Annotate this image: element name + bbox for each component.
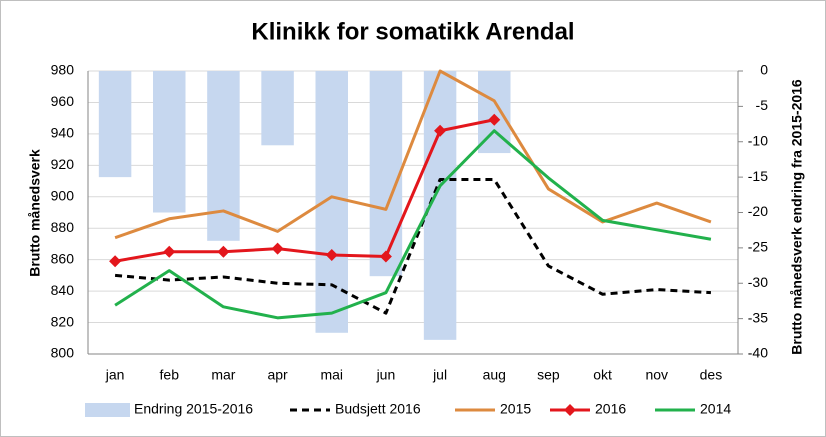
legend-marker bbox=[564, 404, 576, 416]
marker bbox=[163, 245, 176, 258]
marker bbox=[109, 255, 122, 268]
x-tick-label: nov bbox=[645, 367, 668, 383]
x-tick-label: des bbox=[700, 367, 723, 383]
marker bbox=[325, 248, 338, 261]
line bbox=[114, 129, 712, 320]
y2-tick-label: -40 bbox=[748, 345, 768, 361]
legend-label: 2016 bbox=[595, 401, 626, 417]
legend-label: Endring 2015-2016 bbox=[134, 401, 253, 417]
x-tick-label: jun bbox=[376, 367, 396, 383]
x-tick-label: okt bbox=[593, 367, 612, 383]
bar bbox=[315, 71, 348, 333]
x-tick-label: jan bbox=[105, 367, 125, 383]
x-tick-label: aug bbox=[483, 367, 506, 383]
y2-tick-label: -25 bbox=[748, 239, 768, 255]
bar bbox=[261, 71, 294, 146]
legend-label: 2014 bbox=[700, 401, 731, 417]
y2-tick-label: -15 bbox=[748, 168, 768, 184]
y2-tick-label: -20 bbox=[748, 203, 768, 219]
x-tick-label: apr bbox=[267, 367, 288, 383]
y-tick-label: 920 bbox=[51, 156, 75, 172]
y2-tick-label: -30 bbox=[748, 274, 768, 290]
y-tick-label: 980 bbox=[51, 62, 75, 78]
marker bbox=[271, 242, 284, 255]
marker bbox=[379, 250, 392, 263]
bar bbox=[98, 71, 132, 178]
legend-swatch bbox=[85, 403, 130, 417]
legend-label: 2015 bbox=[500, 401, 531, 417]
y2-tick-label: -10 bbox=[748, 132, 768, 148]
x-tick-label: jul bbox=[432, 367, 447, 383]
y-tick-label: 880 bbox=[51, 219, 75, 235]
x-tick-label: mai bbox=[320, 367, 343, 383]
y2-tick-label: -5 bbox=[756, 97, 769, 113]
y-tick-label: 960 bbox=[51, 93, 75, 109]
y-tick-label: 820 bbox=[51, 313, 75, 329]
legend-label: Budsjett 2016 bbox=[335, 401, 421, 417]
x-tick-label: mar bbox=[211, 367, 235, 383]
marker bbox=[488, 113, 501, 126]
marker bbox=[434, 124, 447, 137]
y-axis-label: Brutto månedsverk bbox=[27, 149, 43, 277]
y2-axis-label: Brutto månedsverk endring fra 2015-2016 bbox=[789, 79, 805, 355]
bar bbox=[369, 71, 403, 277]
marker bbox=[217, 245, 230, 258]
y2-tick-label: -35 bbox=[748, 309, 768, 325]
y2-tick-label: 0 bbox=[760, 62, 768, 78]
y-tick-label: 940 bbox=[51, 125, 75, 141]
line bbox=[114, 177, 712, 315]
line bbox=[114, 118, 495, 263]
x-tick-label: feb bbox=[160, 367, 180, 383]
y-tick-label: 840 bbox=[51, 282, 75, 298]
line bbox=[114, 69, 712, 240]
bar bbox=[153, 71, 186, 213]
chart-title: Klinikk for somatikk Arendal bbox=[251, 18, 574, 45]
y-tick-label: 900 bbox=[51, 187, 75, 203]
y-tick-label: 800 bbox=[51, 345, 75, 361]
x-tick-label: sep bbox=[537, 367, 560, 383]
y-tick-label: 860 bbox=[51, 250, 75, 266]
